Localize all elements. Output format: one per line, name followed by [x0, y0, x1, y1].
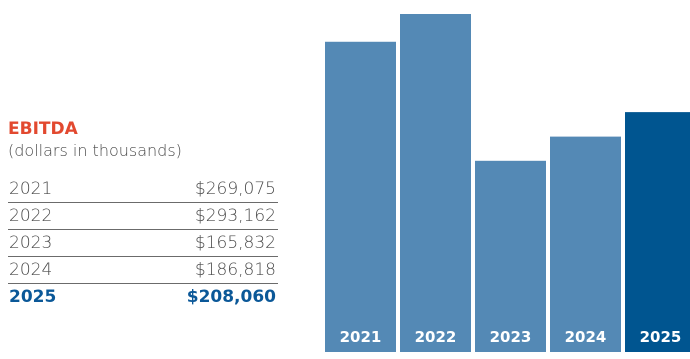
bar-2022	[400, 14, 471, 352]
bar-2024	[550, 136, 621, 352]
table-row: 2021 $269,075	[8, 176, 278, 203]
table-value: $208,060	[186, 287, 276, 307]
table-year: 2024	[8, 256, 104, 284]
table-year: 2021	[8, 176, 104, 203]
table-value: $186,818	[103, 256, 278, 284]
bar-label-2021: 2021	[340, 328, 382, 346]
bar-label-2024: 2024	[565, 328, 607, 346]
bar-label-2023: 2023	[490, 328, 532, 346]
bar-2023	[475, 160, 546, 352]
ebitda-legend: EBITDA (dollars in thousands) 2021 $269,…	[8, 118, 280, 310]
bar-label-2025: 2025	[640, 328, 682, 346]
table-row: 2023 $165,832	[8, 229, 278, 257]
chart-title: EBITDA	[8, 119, 78, 139]
chart-subtitle: (dollars in thousands)	[8, 141, 182, 160]
table-value: $269,075	[103, 176, 278, 203]
table-year: 2025	[9, 287, 57, 307]
table-year: 2022	[8, 202, 104, 230]
table-row: 2024 $186,818	[8, 256, 278, 284]
table-value: $165,832	[103, 229, 278, 257]
bar-label-2022: 2022	[415, 328, 457, 346]
table-row: 2022 $293,162	[8, 202, 278, 230]
ebitda-table: 2021 $269,075 2022 $293,162 2023 $165,83…	[8, 176, 278, 310]
bar-2021	[325, 41, 396, 352]
bar-2025	[625, 112, 690, 352]
table-year: 2023	[8, 229, 104, 257]
table-value: $293,162	[103, 202, 278, 230]
table-row-highlight: 2025 $208,060	[8, 284, 278, 311]
